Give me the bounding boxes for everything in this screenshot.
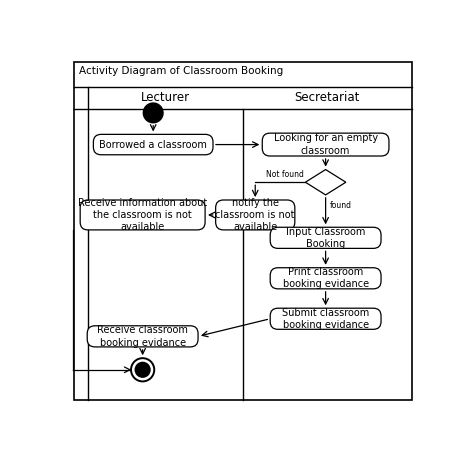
Text: Receive information about
the classroom is not
available: Receive information about the classroom … xyxy=(78,197,207,232)
Text: Submit classroom
booking evidance: Submit classroom booking evidance xyxy=(282,308,369,330)
Text: Print classroom
booking evidance: Print classroom booking evidance xyxy=(283,267,369,289)
Text: Input Classroom
Booking: Input Classroom Booking xyxy=(286,227,365,249)
FancyBboxPatch shape xyxy=(80,200,205,230)
Text: Secretariat: Secretariat xyxy=(295,91,360,105)
Text: Borrowed a classroom: Borrowed a classroom xyxy=(99,139,207,149)
FancyBboxPatch shape xyxy=(87,326,198,347)
Text: Activity Diagram of Classroom Booking: Activity Diagram of Classroom Booking xyxy=(79,66,283,76)
Text: Receive classroom
booking evidance: Receive classroom booking evidance xyxy=(97,325,188,348)
Text: Looking for an empty
classroom: Looking for an empty classroom xyxy=(273,133,378,156)
FancyBboxPatch shape xyxy=(270,308,381,329)
FancyBboxPatch shape xyxy=(270,227,381,249)
Circle shape xyxy=(135,362,150,377)
Circle shape xyxy=(143,103,163,123)
Text: Lecturer: Lecturer xyxy=(141,91,190,105)
FancyBboxPatch shape xyxy=(93,134,213,155)
FancyBboxPatch shape xyxy=(270,268,381,289)
Text: notify the
classroom is not
available: notify the classroom is not available xyxy=(216,197,295,232)
Circle shape xyxy=(131,358,154,382)
FancyBboxPatch shape xyxy=(216,200,295,230)
FancyBboxPatch shape xyxy=(262,133,389,156)
Text: Not found: Not found xyxy=(266,170,304,179)
Text: found: found xyxy=(330,201,352,210)
Polygon shape xyxy=(305,170,346,195)
